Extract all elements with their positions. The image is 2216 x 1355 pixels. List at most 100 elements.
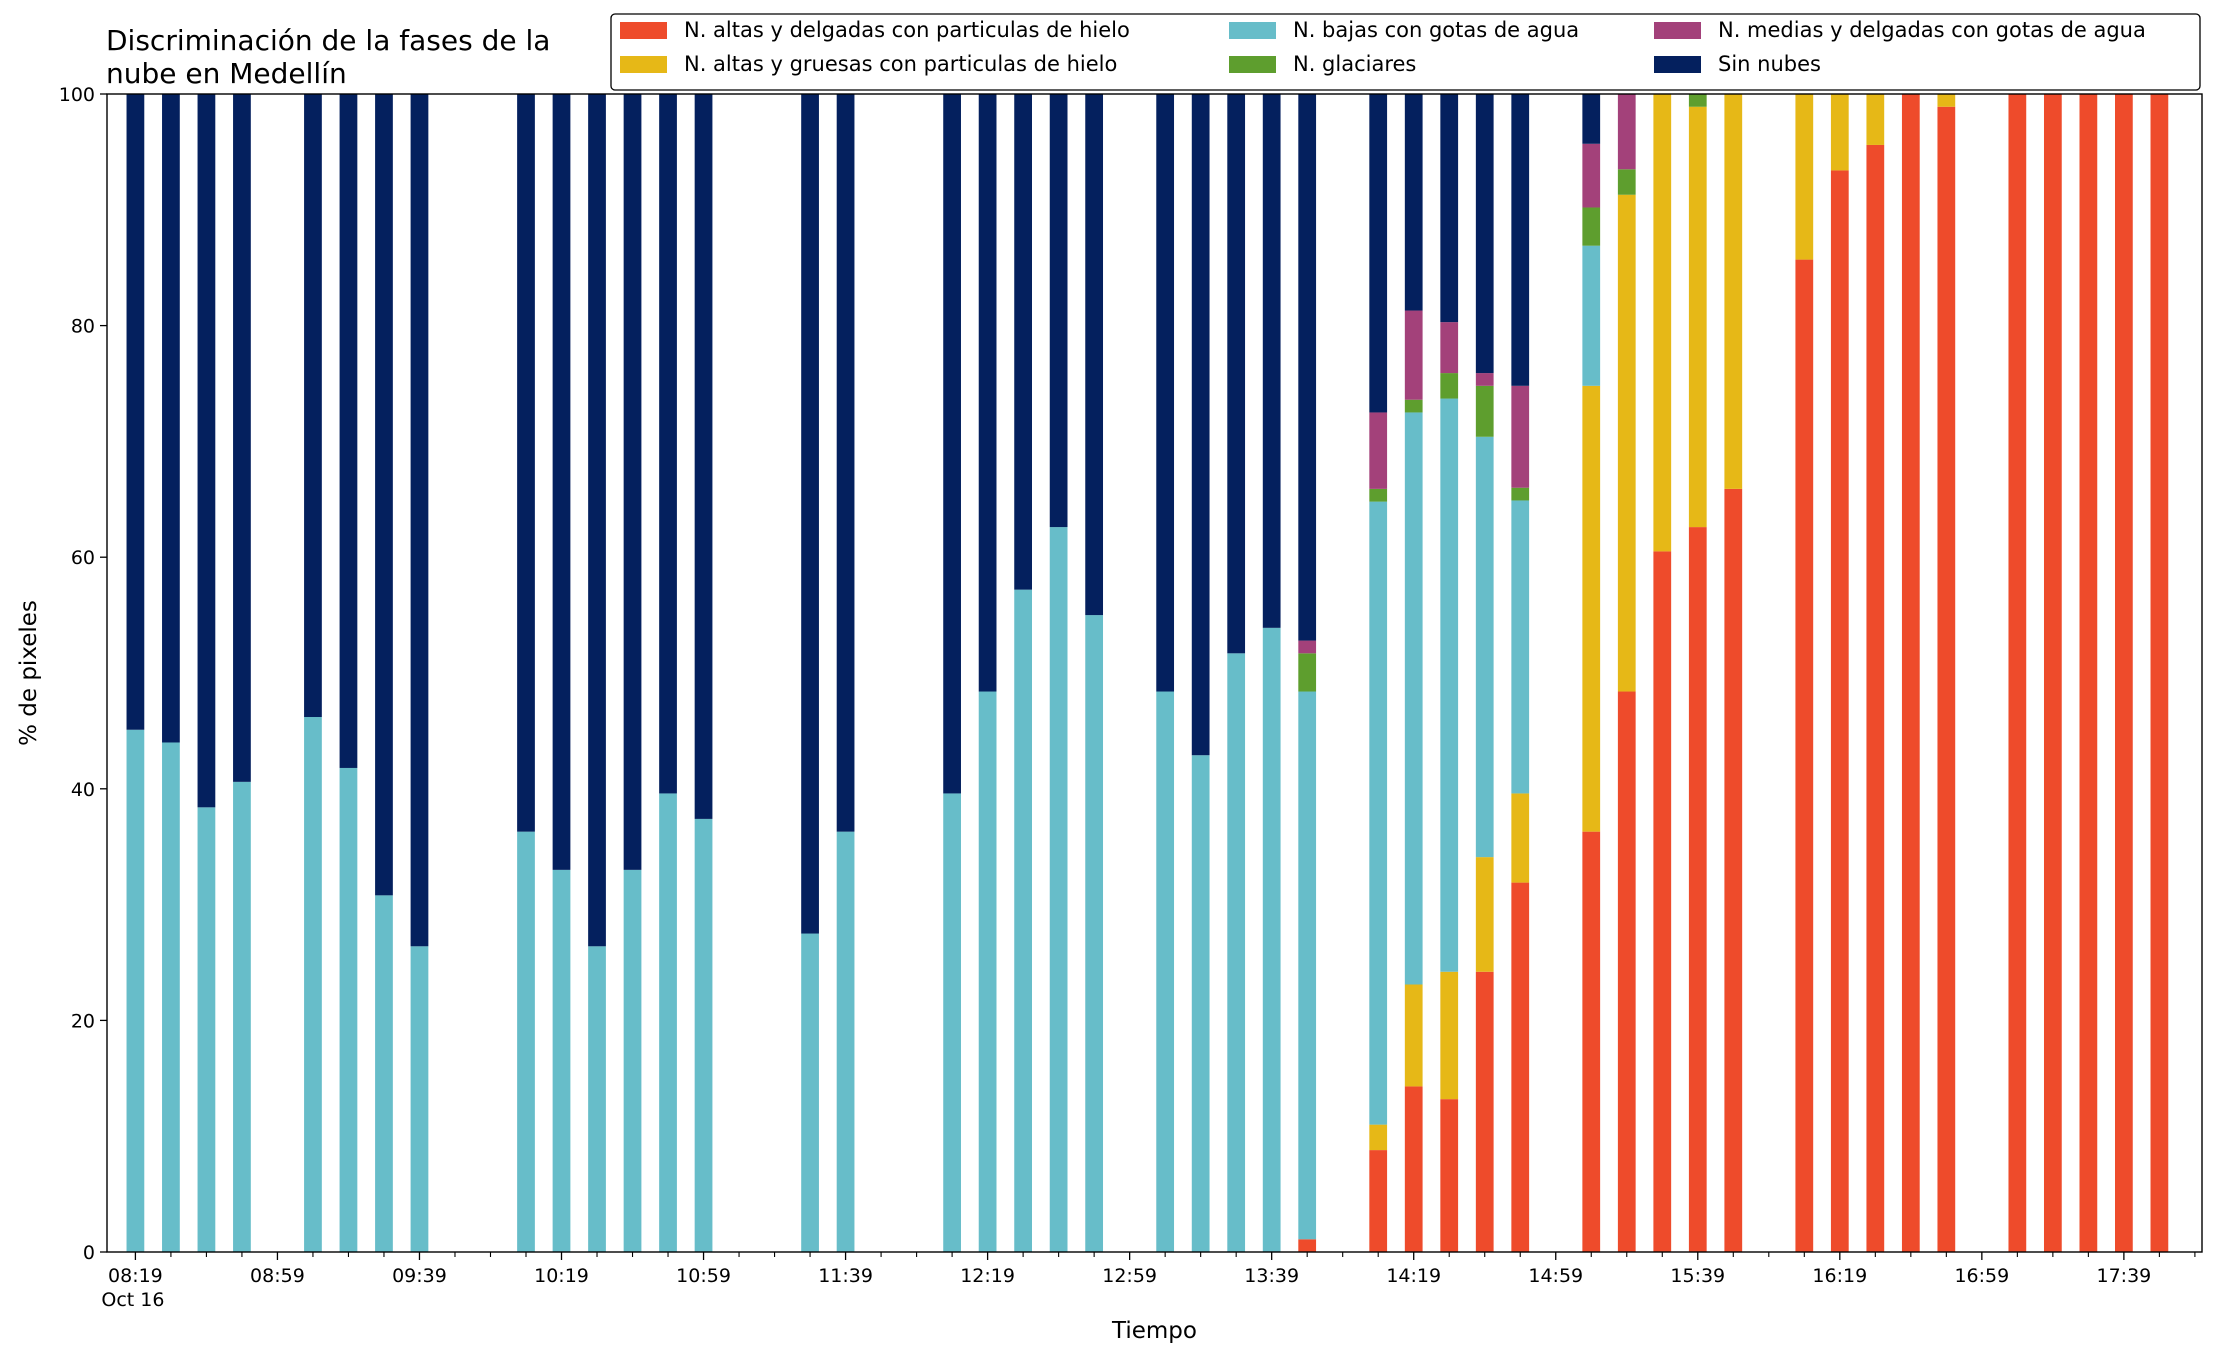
x-tick-label: 11:39 — [818, 1265, 873, 1287]
x-tick-label: 10:59 — [676, 1265, 731, 1287]
bar-segment-altas-gruesas — [1404, 984, 1423, 1087]
x-tick-label: 14:59 — [1528, 1265, 1583, 1287]
bar-segment-sin-nubes — [304, 94, 322, 718]
bar-segment-altas-gruesas — [1937, 94, 1956, 107]
bar-segment-sin-nubes — [552, 94, 571, 870]
bar-segment-sin-nubes — [1404, 94, 1423, 311]
legend-item-altas-gruesas: N. altas y gruesas con particulas de hie… — [620, 52, 1117, 76]
x-tick-label: 16:19 — [1812, 1265, 1867, 1287]
bar-stack — [1404, 94, 1423, 1252]
bar-segment-altas-gruesas — [1369, 1124, 1388, 1151]
bar-segment-altas-delgadas — [2150, 94, 2169, 1252]
legend-item-bajas-agua: N. bajas con gotas de agua — [1229, 18, 1579, 42]
bar-segment-bajas-agua — [1369, 501, 1388, 1125]
x-tick-label: 08:59 — [250, 1265, 305, 1287]
y-tick-label: 0 — [83, 1242, 95, 1264]
bar-segment-bajas-agua — [1582, 245, 1601, 386]
bar-segment-sin-nubes — [233, 94, 251, 782]
bar-stack — [1298, 94, 1317, 1252]
bar-segment-bajas-agua — [162, 742, 180, 1252]
bar-segment-altas-delgadas — [1866, 144, 1885, 1252]
bar-segment-sin-nubes — [339, 94, 358, 768]
bar-segment-sin-nubes — [1475, 94, 1494, 374]
legend-swatch — [1229, 22, 1276, 39]
bar-segment-altas-gruesas — [1724, 94, 1743, 489]
bar-segment-sin-nubes — [978, 94, 997, 692]
bar-segment-altas-delgadas — [2043, 94, 2062, 1252]
bar-stack — [1227, 94, 1246, 1252]
bar-stack — [1901, 94, 1920, 1252]
bar-stack — [1866, 94, 1885, 1252]
legend-box — [610, 13, 2201, 91]
bar-stack — [1724, 94, 1743, 1252]
bar-segment-sin-nubes — [1511, 94, 1530, 386]
bar-segment-glaciares — [1617, 169, 1636, 195]
bar-stack — [2150, 94, 2169, 1252]
legend-label: N. bajas con gotas de agua — [1293, 18, 1579, 42]
bar-segment-altas-delgadas — [1475, 971, 1494, 1252]
bar-segment-medias-agua — [1582, 143, 1601, 208]
bar-stack — [2008, 94, 2027, 1252]
chart-title-line-2: nube en Medellín — [106, 57, 347, 90]
bar-segment-sin-nubes — [836, 94, 855, 832]
legend: N. altas y delgadas con particulas de hi… — [610, 13, 2201, 91]
bar-stack — [1085, 94, 1104, 1252]
bar-segment-altas-delgadas — [1830, 170, 1849, 1253]
x-axis: 08:19 Oct 16 08:59 09:39 10:19 10:59 11:39 12:1… — [101, 1252, 2196, 1311]
bar-stack — [1937, 94, 1956, 1252]
bar-segment-sin-nubes — [623, 94, 642, 870]
bar-segment-bajas-agua — [1475, 436, 1494, 858]
bar-segment-sin-nubes — [801, 94, 819, 934]
bar-segment-sin-nubes — [1049, 94, 1068, 528]
bar-segment-altas-delgadas — [1511, 882, 1530, 1252]
bar-stack — [659, 94, 677, 1252]
bar-segment-bajas-agua — [304, 717, 322, 1252]
bar-segment-bajas-agua — [1085, 615, 1104, 1252]
bar-segment-sin-nubes — [588, 94, 606, 947]
bar-segment-medias-agua — [1404, 310, 1423, 400]
x-tick-label: 08:19 Oct 16 — [101, 1265, 164, 1311]
bar-segment-sin-nubes — [1014, 94, 1032, 590]
bar-segment-altas-delgadas — [1369, 1150, 1388, 1252]
y-tick-label: 80 — [71, 316, 95, 338]
legend-item-glaciares: N. glaciares — [1229, 52, 1416, 76]
bar-stack — [943, 94, 961, 1252]
bar-segment-medias-agua — [1617, 94, 1636, 170]
bar-stack — [197, 94, 216, 1252]
bar-segment-sin-nubes — [410, 94, 429, 947]
bar-stack — [1014, 94, 1032, 1252]
plot-bars — [126, 94, 2169, 1253]
bar-segment-altas-gruesas — [1866, 94, 1885, 145]
bar-stack — [1156, 94, 1175, 1252]
legend-swatch — [620, 22, 667, 39]
bar-segment-altas-delgadas — [2115, 94, 2133, 1252]
chart-title: Discriminación de la fases de la nube en… — [106, 24, 559, 90]
bar-stack — [1582, 94, 1601, 1252]
bar-stack — [2115, 94, 2133, 1252]
bar-segment-bajas-agua — [1440, 398, 1459, 972]
x-tick-label: 16:59 — [1954, 1265, 2009, 1287]
bar-segment-medias-agua — [1298, 640, 1317, 654]
bar-segment-altas-delgadas — [1298, 1239, 1317, 1252]
bar-segment-bajas-agua — [1227, 653, 1246, 1252]
bar-stack — [1049, 94, 1068, 1252]
bar-segment-bajas-agua — [1404, 412, 1423, 985]
x-tick-label: 17:39 — [2096, 1265, 2151, 1287]
bar-segment-altas-delgadas — [1937, 106, 1956, 1252]
legend-label: N. glaciares — [1293, 52, 1416, 76]
bar-stack — [694, 94, 713, 1252]
bar-stack — [126, 94, 145, 1252]
bar-segment-altas-delgadas — [1724, 488, 1743, 1252]
bar-segment-altas-gruesas — [1688, 106, 1707, 528]
bar-segment-bajas-agua — [1262, 627, 1281, 1252]
bar-segment-sin-nubes — [1298, 94, 1317, 641]
bar-segment-sin-nubes — [659, 94, 677, 794]
bar-segment-sin-nubes — [943, 94, 961, 794]
bar-segment-sin-nubes — [1582, 94, 1601, 144]
bar-segment-altas-delgadas — [1688, 527, 1707, 1252]
bar-stack — [836, 94, 855, 1252]
bar-segment-bajas-agua — [410, 946, 429, 1252]
bar-stack — [1795, 94, 1814, 1252]
bar-segment-bajas-agua — [197, 807, 216, 1252]
bar-segment-sin-nubes — [126, 94, 145, 730]
